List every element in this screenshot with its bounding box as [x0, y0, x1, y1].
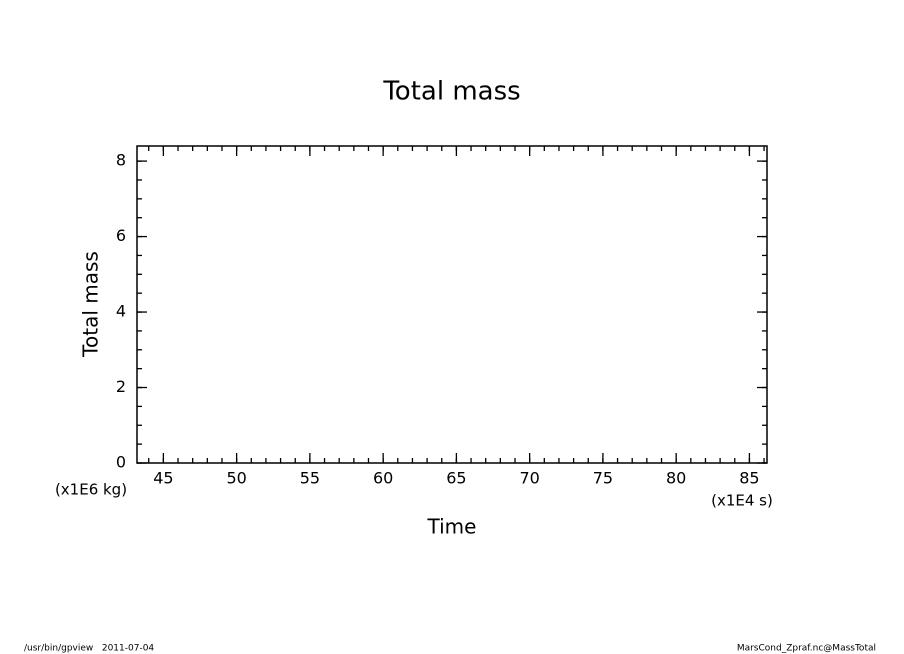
- x-tick-label: 50: [226, 469, 246, 488]
- x-tick-label: 70: [519, 469, 539, 488]
- y-tick-label: 8: [116, 151, 126, 170]
- x-tick-label: 45: [153, 469, 173, 488]
- x-unit: (x1E4 s): [711, 492, 773, 510]
- y-tick-label: 4: [116, 302, 126, 321]
- x-tick-label: 75: [593, 469, 613, 488]
- chart-title: Total mass: [382, 77, 520, 107]
- y-tick-label: 2: [116, 377, 126, 396]
- y-tick-label: 0: [116, 453, 126, 472]
- x-axis-label: Time: [427, 515, 477, 539]
- footer-left: /usr/bin/gpview 2011-07-04: [24, 644, 154, 654]
- plot-frame: [136, 145, 768, 464]
- x-tick-label: 55: [300, 469, 320, 488]
- y-axis-label: Total mass: [79, 251, 103, 358]
- y-unit: (x1E6 kg): [55, 481, 127, 499]
- x-tick-label: 85: [739, 469, 759, 488]
- x-tick-label: 60: [373, 469, 393, 488]
- x-tick-label: 80: [666, 469, 686, 488]
- x-tick-label: 65: [446, 469, 466, 488]
- footer-right: MarsCond_Zpraf.nc@MassTotal: [737, 644, 876, 654]
- y-tick-label: 6: [116, 226, 126, 245]
